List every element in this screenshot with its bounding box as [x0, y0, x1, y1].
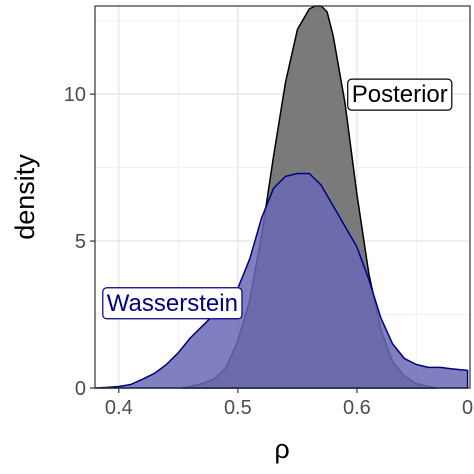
annotation-posterior: Posterior	[347, 78, 453, 111]
x-axis-title: ρ	[274, 434, 289, 464]
x-tick-label: 0.5	[224, 397, 252, 419]
annotation-label: Posterior	[352, 81, 448, 108]
y-tick-label: 10	[64, 84, 86, 106]
density-area-wasserstein	[94, 172, 469, 389]
annotations: Posterior Wasserstein	[102, 78, 453, 320]
annotation-label: Wasserstein	[107, 290, 238, 317]
x-tick-label: 0.6	[343, 397, 371, 419]
x-tick-label: 0.4	[105, 397, 133, 419]
y-tick-label: 0	[75, 378, 86, 400]
annotation-wasserstein: Wasserstein	[102, 287, 243, 320]
y-axis-title: density	[10, 154, 40, 240]
plot-panel-border	[94, 5, 471, 389]
y-tick-label: 5	[75, 231, 86, 253]
x-tick-label: 0.7	[462, 397, 474, 419]
annotation-box	[347, 78, 453, 111]
annotation-box	[102, 287, 243, 320]
axis-ticks: 0.4 0.5 0.6 0.7 0 5 10	[64, 84, 474, 419]
